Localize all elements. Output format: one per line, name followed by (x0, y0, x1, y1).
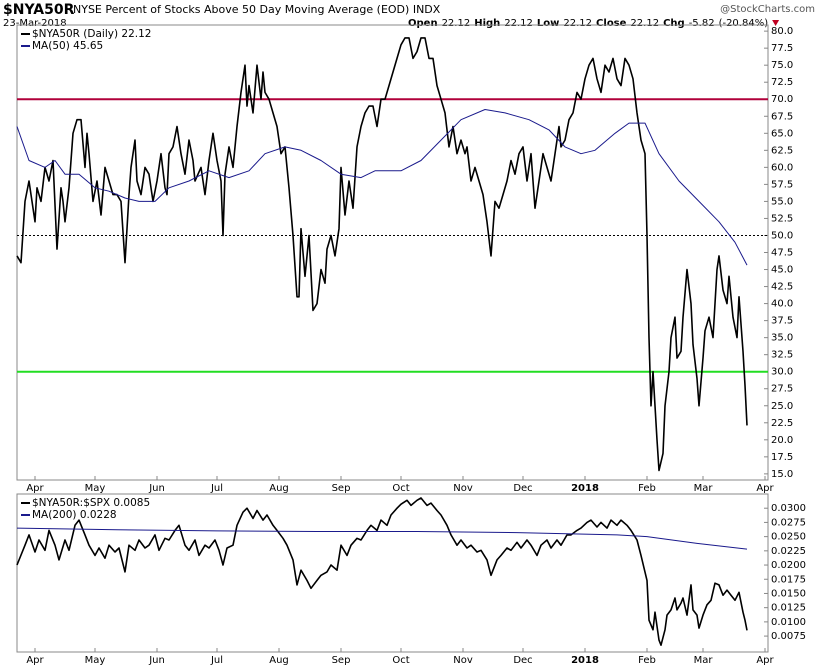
y-tick-label: 0.0225 (771, 546, 806, 557)
description: NYSE Percent of Stocks Above 50 Day Movi… (73, 3, 441, 16)
y-tick-label: 25.0 (771, 401, 793, 412)
x-tick-label: Dec (513, 655, 532, 666)
y-tick-label: 72.5 (771, 77, 793, 88)
y-tick-label: 0.0125 (771, 603, 806, 614)
y-tick-label: 0.0150 (771, 588, 806, 599)
x-tick-label: May (85, 655, 106, 666)
y-tick-label: 17.5 (771, 452, 793, 463)
quote-value: 22.12 (563, 18, 592, 29)
x-tick-label: 2018 (571, 483, 599, 494)
y-tick-label: 15.0 (771, 469, 793, 480)
y-tick-label: 57.5 (771, 179, 793, 190)
panel-frame (16, 493, 769, 653)
y-tick-label: 35.0 (771, 333, 793, 344)
x-tick-label: Feb (638, 655, 656, 666)
legend-label: $NYA50R:$SPX 0.0085 (32, 497, 150, 509)
quote-label: Open (408, 18, 438, 29)
y-tick-label: 50.0 (771, 230, 793, 241)
y-tick-label: 52.5 (771, 213, 793, 224)
y-tick-label: 55.0 (771, 196, 793, 207)
y-tick-label: 70.0 (771, 94, 793, 105)
x-tick-label: Nov (453, 655, 473, 666)
x-tick-label: Mar (694, 655, 714, 666)
x-tick-label: 2018 (571, 655, 599, 666)
y-tick-label: 27.5 (771, 384, 793, 395)
date: 23-Mar-2018 (3, 18, 67, 29)
down-arrow (772, 20, 780, 26)
y-tick-label: 75.0 (771, 60, 793, 71)
y-tick-label: 65.0 (771, 128, 793, 139)
symbol: $NYA50R (3, 2, 75, 18)
series-line (16, 527, 748, 550)
x-tick-label: Sep (332, 483, 351, 494)
quote: Open 22.12 High 22.12 Low 22.12 Close 22.12 Chg -… (408, 18, 780, 29)
y-tick-label: 0.0175 (771, 574, 806, 585)
quote-value: 22.12 (442, 18, 471, 29)
y-tick-label: 77.5 (771, 43, 793, 54)
y-tick-label: 42.5 (771, 282, 793, 293)
y-tick-label: 30.0 (771, 367, 793, 378)
y-tick-label: 80.0 (771, 26, 793, 37)
y-tick-label: 37.5 (771, 316, 793, 327)
x-tick-label: Apr (26, 483, 44, 494)
y-tick-label: 0.0100 (771, 617, 806, 628)
y-tick-label: 45.0 (771, 265, 793, 276)
x-tick-label: Oct (392, 655, 409, 666)
y-tick-label: 60.0 (771, 162, 793, 173)
series-line (16, 497, 748, 646)
y-tick-label: 0.0200 (771, 560, 806, 571)
x-tick-label: Mar (694, 483, 714, 494)
source: @StockCharts.com (720, 4, 815, 15)
quote-label: High (474, 18, 500, 29)
y-tick-label: 62.5 (771, 145, 793, 156)
legend-label: MA(50) 45.65 (32, 40, 103, 52)
quote-value: -5.82 (689, 18, 715, 29)
y-tick-label: 67.5 (771, 111, 793, 122)
x-tick-label: Aug (269, 483, 289, 494)
x-tick-label: Jun (148, 655, 165, 666)
x-tick-label: Apr (756, 483, 774, 494)
quote-label: Chg (663, 18, 685, 29)
legend-label: $NYA50R (Daily) 22.12 (32, 28, 151, 40)
quote-label: Close (596, 18, 627, 29)
x-tick-label: Apr (756, 655, 774, 666)
y-tick-label: 22.5 (771, 418, 793, 429)
x-tick-label: Feb (638, 483, 656, 494)
y-tick-label: 32.5 (771, 350, 793, 361)
x-tick-label: Jul (210, 483, 223, 494)
y-tick-label: 47.5 (771, 248, 793, 259)
x-tick-label: Sep (332, 655, 351, 666)
series-line (16, 109, 748, 266)
y-tick-label: 20.0 (771, 435, 793, 446)
series-line (16, 37, 748, 472)
y-tick-label: 0.0275 (771, 517, 806, 528)
x-tick-label: Apr (26, 655, 44, 666)
y-tick-label: 40.0 (771, 299, 793, 310)
quote-pct: (-20.84%) (719, 18, 769, 29)
x-tick-label: Jul (210, 655, 223, 666)
x-tick-label: Aug (269, 655, 289, 666)
x-tick-label: Dec (513, 483, 532, 494)
x-tick-label: Nov (453, 483, 473, 494)
x-tick-label: May (85, 483, 106, 494)
y-tick-label: 0.0300 (771, 503, 806, 514)
x-tick-label: Oct (392, 483, 409, 494)
quote-value: 22.12 (630, 18, 659, 29)
quote-value: 22.12 (504, 18, 533, 29)
legend-label: MA(200) 0.0228 (32, 509, 117, 521)
x-tick-label: Jun (148, 483, 165, 494)
y-tick-label: 0.0075 (771, 631, 806, 642)
y-tick-label: 0.0250 (771, 532, 806, 543)
quote-label: Low (537, 18, 559, 29)
